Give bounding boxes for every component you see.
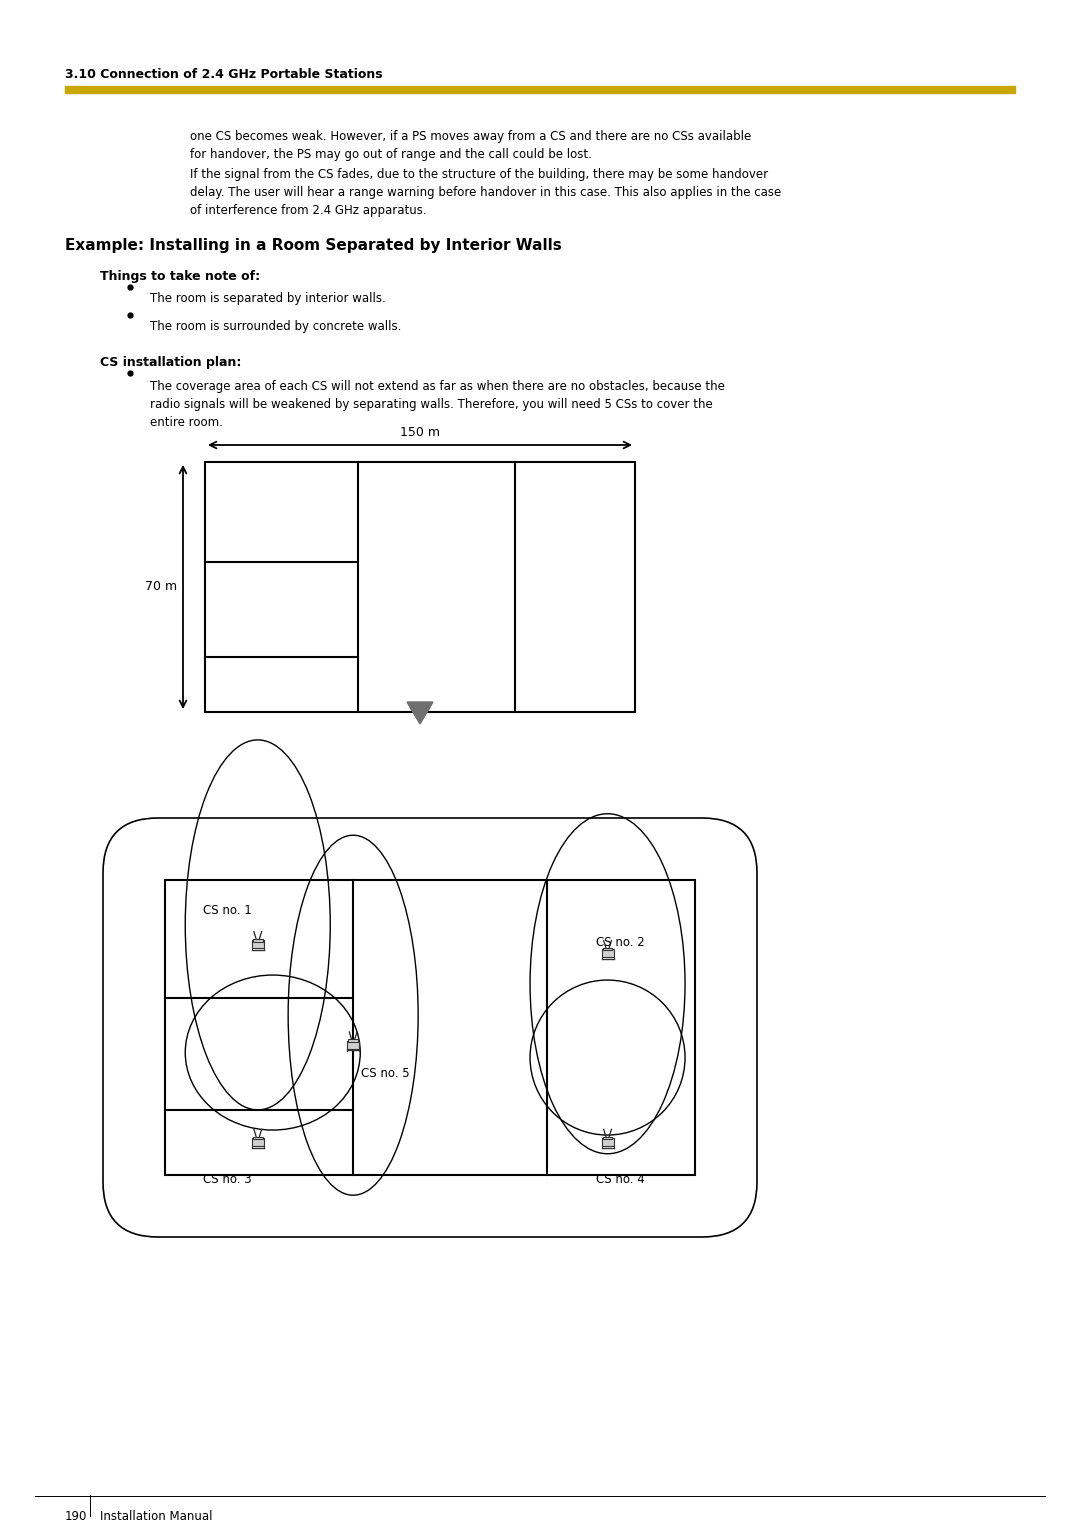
Text: radio signals will be weakened by separating walls. Therefore, you will need 5 C: radio signals will be weakened by separa… [150, 397, 713, 411]
Bar [253, 938, 262, 941]
Bar [252, 1138, 264, 1146]
Text: CS no. 2: CS no. 2 [595, 935, 645, 949]
Text: CS no. 1: CS no. 1 [203, 905, 252, 917]
Bar [602, 949, 613, 957]
Text: CS installation plan:: CS installation plan: [100, 356, 241, 368]
Bar [65, 86, 1015, 93]
Text: The room is separated by interior walls.: The room is separated by interior walls. [150, 292, 386, 306]
Text: If the signal from the CS fades, due to the structure of the building, there may: If the signal from the CS fades, due to … [190, 168, 768, 180]
Text: Installation Manual: Installation Manual [100, 1510, 213, 1523]
Text: for handover, the PS may go out of range and the call could be lost.: for handover, the PS may go out of range… [190, 148, 592, 160]
Text: The room is surrounded by concrete walls.: The room is surrounded by concrete walls… [150, 319, 402, 333]
Text: The coverage area of each CS will not extend as far as when there are no obstacl: The coverage area of each CS will not ex… [150, 380, 725, 393]
Text: 3.10 Connection of 2.4 GHz Portable Stations: 3.10 Connection of 2.4 GHz Portable Stat… [65, 69, 382, 81]
Text: one CS becomes weak. However, if a PS moves away from a CS and there are no CSs : one CS becomes weak. However, if a PS mo… [190, 130, 752, 144]
Text: Example: Installing in a Room Separated by Interior Walls: Example: Installing in a Room Separated … [65, 238, 562, 254]
Text: CS no. 3: CS no. 3 [203, 1172, 252, 1186]
Bar [603, 947, 612, 950]
Bar [348, 1039, 359, 1042]
Text: 70 m: 70 m [145, 581, 177, 593]
Text: 190: 190 [65, 1510, 87, 1523]
Bar [602, 1138, 613, 1146]
Polygon shape [407, 701, 433, 724]
Text: 150 m: 150 m [400, 426, 440, 439]
Text: of interference from 2.4 GHz apparatus.: of interference from 2.4 GHz apparatus. [190, 205, 427, 217]
Bar [165, 880, 696, 1175]
Text: entire room.: entire room. [150, 416, 222, 429]
Text: CS no. 4: CS no. 4 [595, 1172, 645, 1186]
Bar [347, 1041, 360, 1048]
Bar [205, 461, 635, 712]
Bar [603, 1137, 612, 1140]
Bar [253, 1137, 262, 1140]
Bar [252, 941, 264, 949]
Text: delay. The user will hear a range warning before handover in this case. This als: delay. The user will hear a range warnin… [190, 186, 781, 199]
Text: CS no. 5: CS no. 5 [361, 1067, 409, 1080]
Text: Things to take note of:: Things to take note of: [100, 270, 260, 283]
